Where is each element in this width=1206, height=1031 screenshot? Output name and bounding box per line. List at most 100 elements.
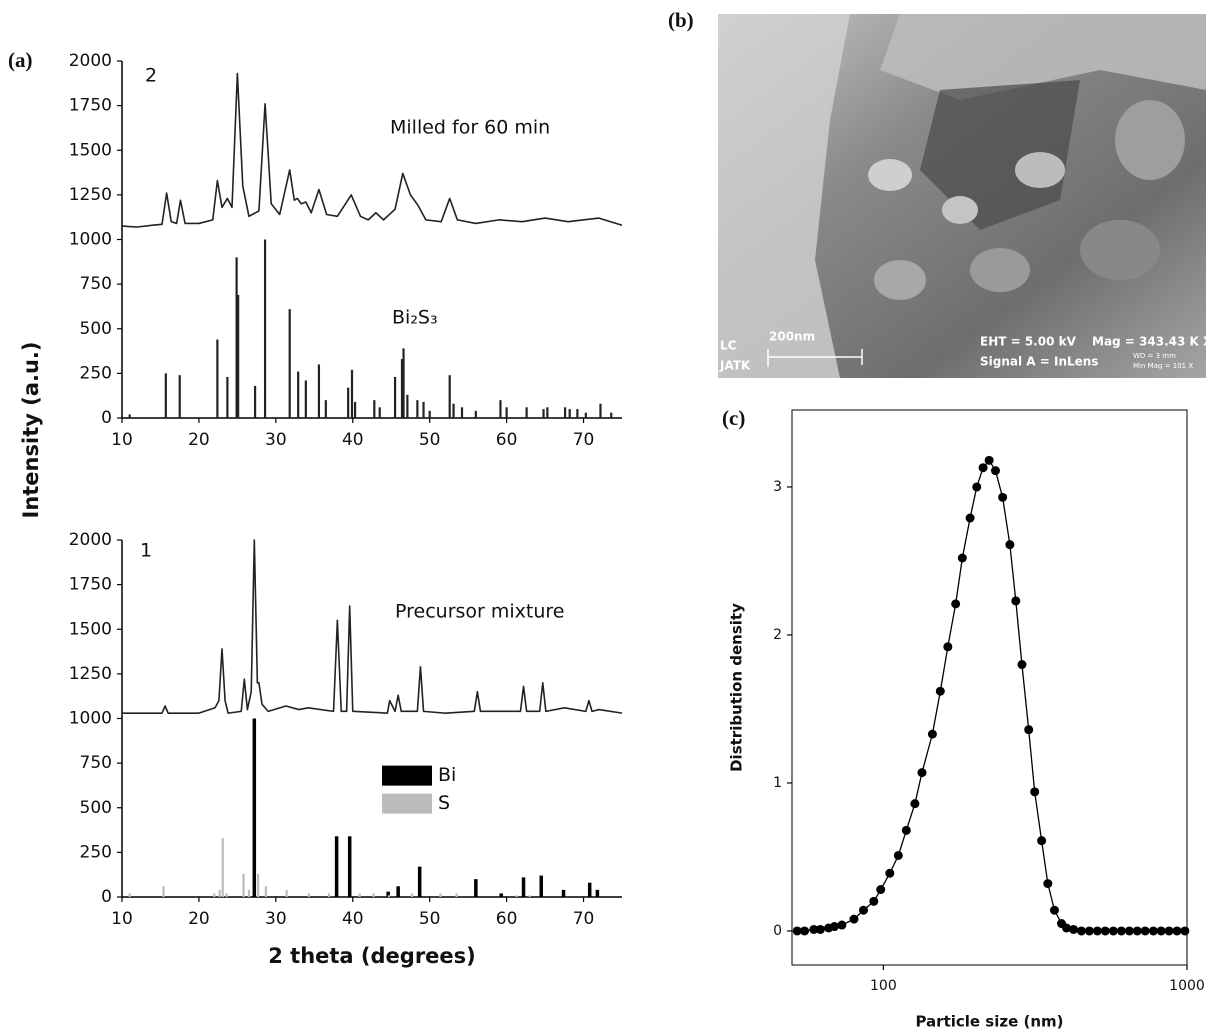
y-tick-label: 1250 <box>69 664 112 684</box>
data-point <box>998 492 1008 502</box>
x-tick-label: 70 <box>573 909 595 929</box>
data-point <box>943 642 953 652</box>
data-point <box>885 868 895 878</box>
image-caption: WD = 3 mm <box>1133 352 1176 360</box>
data-point <box>910 799 920 809</box>
x-tick-label: 20 <box>188 909 210 929</box>
legend-label: S <box>438 792 450 814</box>
data-point <box>1062 923 1072 933</box>
x-tick-label: 100 <box>870 978 897 994</box>
panel-label: (b) <box>668 8 694 32</box>
x-axis-label: 2 theta (degrees) <box>268 944 476 968</box>
annotation: 1 <box>140 540 152 562</box>
x-axis-label: Particle size (nm) <box>915 1013 1063 1031</box>
x-tick-label: 70 <box>573 430 595 450</box>
annotation: Precursor mixture <box>395 601 565 623</box>
plot-frame <box>791 409 1188 966</box>
panel-label: (c) <box>722 406 745 430</box>
data-line <box>121 72 623 228</box>
data-point <box>800 926 810 936</box>
x-tick-label: 10 <box>111 430 133 450</box>
data-point <box>1140 926 1150 936</box>
data-point <box>1005 540 1015 550</box>
data-point <box>1084 926 1094 936</box>
y-tick-label: 2000 <box>69 530 112 550</box>
y-tick-label: 1750 <box>69 575 112 595</box>
image-caption: JATK <box>719 359 751 373</box>
image-caption: EHT = 5.00 kV <box>980 335 1077 349</box>
image-caption: Min Mag = 101 X <box>1133 362 1193 370</box>
y-tick-label: 0 <box>101 408 112 428</box>
image-caption: 200nm <box>769 330 815 344</box>
data-point <box>965 513 975 523</box>
data-point <box>1148 926 1158 936</box>
data-point <box>1043 879 1053 889</box>
legend-label: Bi <box>438 764 456 786</box>
data-point <box>792 926 802 936</box>
data-point <box>1030 787 1040 797</box>
data-point <box>829 922 839 932</box>
legend-swatch <box>382 793 432 814</box>
data-point <box>1132 926 1142 936</box>
data-point <box>951 599 961 609</box>
data-point <box>849 914 859 924</box>
x-tick-label: 30 <box>265 430 287 450</box>
y-tick-label: 0 <box>773 923 782 939</box>
annotation: Milled for 60 min <box>390 117 550 139</box>
data-point <box>815 924 825 934</box>
data-point <box>869 896 879 906</box>
data-point <box>1092 926 1102 936</box>
data-point <box>1108 926 1118 936</box>
x-tick-label: 60 <box>496 430 518 450</box>
y-tick-label: 500 <box>80 319 112 339</box>
y-tick-label: 1500 <box>69 619 112 639</box>
y-axis-label: Distribution density <box>728 603 746 772</box>
data-point <box>1017 660 1027 670</box>
data-point <box>809 924 819 934</box>
data-line <box>122 539 623 714</box>
y-tick-label: 250 <box>80 842 112 862</box>
data-point <box>990 466 1000 476</box>
data-point <box>1156 926 1166 936</box>
data-point <box>1124 926 1134 936</box>
x-tick-label: 50 <box>419 909 441 929</box>
image-caption: Signal A = InLens <box>980 355 1098 369</box>
image-caption: LC <box>720 339 737 353</box>
legend-swatch <box>382 765 432 786</box>
y-tick-label: 0 <box>101 887 112 907</box>
data-point <box>859 905 869 915</box>
y-tick-label: 1750 <box>69 96 112 116</box>
x-tick-label: 40 <box>342 430 364 450</box>
data-point <box>837 920 847 930</box>
data-point <box>1049 905 1059 915</box>
x-tick-label: 10 <box>111 909 133 929</box>
y-tick-label: 750 <box>80 753 112 773</box>
data-point <box>1024 725 1034 735</box>
y-tick-label: 1000 <box>69 709 112 729</box>
data-point <box>1069 924 1079 934</box>
panel-label: (a) <box>8 48 33 72</box>
x-tick-label: 20 <box>188 430 210 450</box>
data-point <box>927 729 937 739</box>
data-point <box>893 850 903 860</box>
data-point <box>901 825 911 835</box>
y-tick-label: 3 <box>773 479 782 495</box>
annotation: Bi₂S₃ <box>392 307 438 329</box>
y-tick-label: 750 <box>80 274 112 294</box>
y-tick-label: 250 <box>80 363 112 383</box>
x-tick-label: 1000 <box>1169 978 1205 994</box>
y-tick-label: 2000 <box>69 51 112 71</box>
y-tick-label: 500 <box>80 798 112 818</box>
image-caption: Mag = 343.43 K X <box>1092 335 1206 349</box>
sem-image <box>718 14 1206 378</box>
y-tick-label: 1 <box>773 775 782 791</box>
data-point <box>876 885 886 895</box>
data-point <box>1180 926 1190 936</box>
data-line <box>797 459 1185 932</box>
x-tick-label: 40 <box>342 909 364 929</box>
data-point <box>1037 836 1047 846</box>
x-tick-label: 30 <box>265 909 287 929</box>
data-point <box>917 768 927 778</box>
y-tick-label: 1250 <box>69 185 112 205</box>
